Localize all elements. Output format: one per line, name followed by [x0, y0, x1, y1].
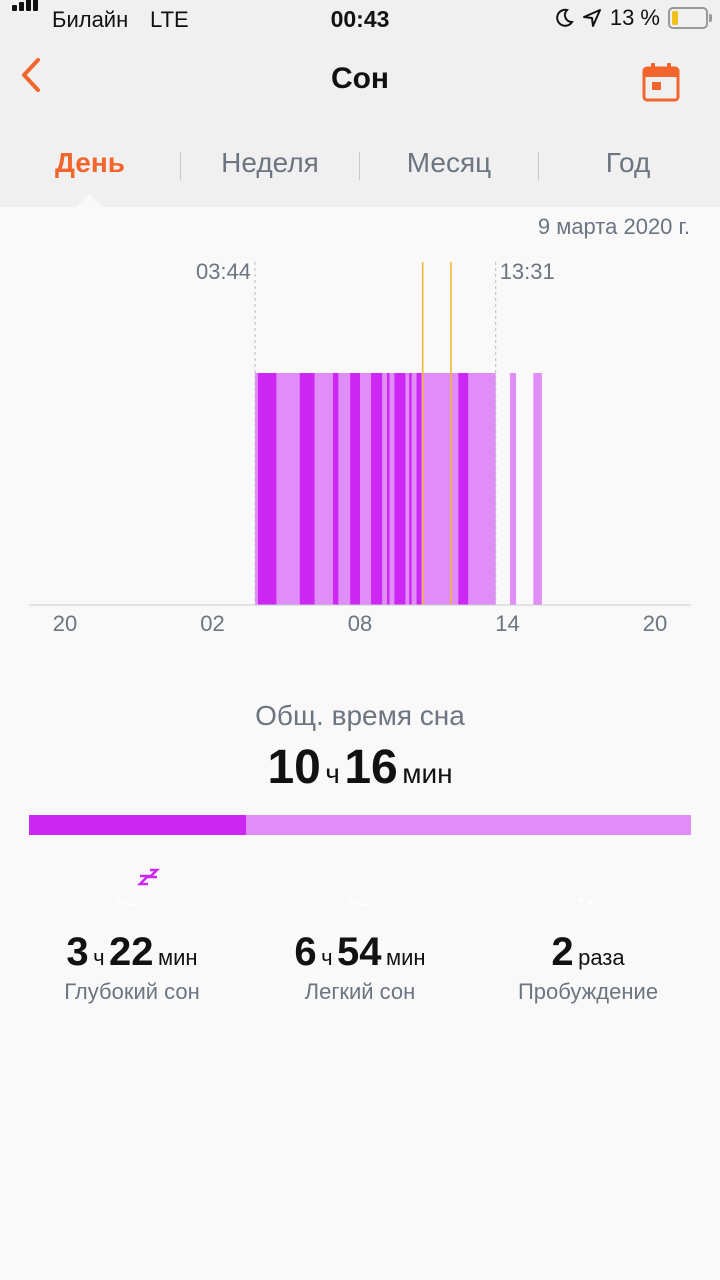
total-sleep-value: 10 ч 16 мин: [0, 740, 720, 795]
tab-divider: [538, 152, 539, 180]
back-button[interactable]: [18, 56, 46, 94]
light-hours-unit: ч: [321, 945, 333, 970]
deep-sleep-segment: [257, 373, 277, 605]
deep-sleep-label: Глубокий сон: [64, 979, 200, 1004]
light-sleep-moon-icon: [343, 874, 380, 914]
deep-sleep-segment: [409, 373, 412, 605]
deep-sleep-segment: [416, 373, 422, 605]
sleep-ratio-bar: [29, 815, 691, 835]
deep-sleep-segment: [332, 373, 339, 605]
moon-icon: [556, 8, 574, 27]
light-sleep-label: Легкий сон: [304, 979, 416, 1004]
x-tick-label: 02: [200, 611, 224, 636]
light-sleep-segment: [533, 373, 542, 605]
deep-minutes: 22: [109, 930, 154, 974]
header: Билайн LTE 00:43 13 % Сон День Неделя Ме…: [0, 0, 720, 207]
tab-divider: [359, 152, 360, 180]
awake-count: 2: [551, 930, 574, 974]
location-icon: [582, 9, 601, 27]
light-minutes-unit: мин: [386, 945, 426, 970]
deep-sleep-stat: 3 ч 22 мин Глубокий сон: [12, 868, 252, 1005]
tab-month[interactable]: Месяц: [406, 147, 492, 178]
deep-sleep-segment: [299, 373, 315, 605]
deep-hours-unit: ч: [93, 945, 105, 970]
tab-divider: [180, 152, 181, 180]
tab-week[interactable]: Неделя: [221, 147, 319, 178]
light-sleep-segment: [509, 373, 517, 605]
sleep-end-label: 13:31: [500, 259, 555, 284]
deep-sleep-ratio: [29, 815, 247, 835]
total-sleep-label: Общ. время сна: [255, 700, 465, 731]
awake-stat: 2 раза Пробуждение: [468, 868, 708, 1005]
tab-year[interactable]: Год: [605, 147, 651, 178]
total-hours: 10: [267, 741, 321, 794]
tab-day[interactable]: День: [55, 147, 125, 178]
deep-sleep-moon-icon: [111, 868, 161, 914]
deep-sleep-segment: [458, 373, 469, 605]
light-sleep-stat: 6 ч 54 мин Легкий сон: [240, 868, 480, 1005]
light-minutes: 54: [337, 930, 382, 974]
period-tabs: День Неделя Месяц Год: [0, 140, 720, 190]
total-hours-unit: ч: [325, 758, 340, 789]
sleep-start-label: 03:44: [196, 259, 251, 284]
battery-icon: [668, 7, 712, 29]
deep-sleep-segment: [350, 373, 360, 605]
deep-sleep-segment: [394, 373, 406, 605]
awake-label: Пробуждение: [517, 979, 659, 1004]
page-title: Сон: [330, 62, 390, 95]
light-hours: 6: [294, 930, 317, 974]
x-tick-label: 08: [348, 611, 372, 636]
calendar-icon[interactable]: [642, 62, 680, 102]
status-right: 13 %: [554, 5, 712, 31]
battery-percent: 13 %: [609, 5, 660, 30]
carrier-name: Билайн: [52, 7, 129, 32]
deep-minutes-unit: мин: [158, 945, 198, 970]
deep-sleep-segment: [387, 373, 390, 605]
network-type: LTE: [150, 7, 189, 32]
total-minutes: 16: [344, 741, 398, 794]
x-tick-label: 20: [643, 611, 667, 636]
deep-hours: 3: [66, 930, 89, 974]
status-bar: Билайн LTE 00:43 13 %: [0, 0, 720, 40]
deep-sleep-segment: [371, 373, 383, 605]
sleep-chart: 03:44 13:31 20 02 08 14 20: [29, 259, 691, 636]
x-tick-label: 14: [495, 611, 519, 636]
x-tick-label: 20: [53, 611, 77, 636]
total-minutes-unit: мин: [402, 758, 453, 789]
awake-count-unit: раза: [578, 945, 625, 970]
awake-moon-icon: [571, 874, 608, 914]
status-time: 00:43: [330, 6, 390, 32]
active-tab-pointer: [76, 194, 102, 207]
selected-date: 9 марта 2020 г.: [537, 214, 690, 239]
